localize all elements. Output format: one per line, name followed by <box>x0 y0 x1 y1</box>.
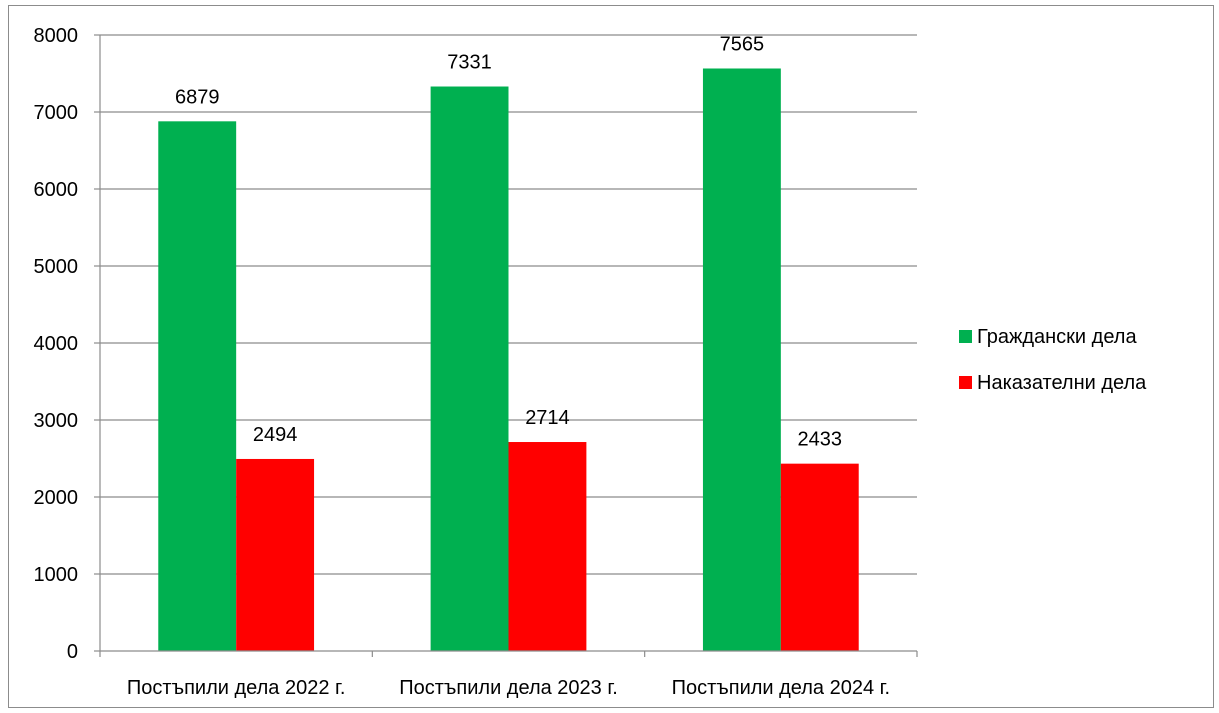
data-label: 7565 <box>720 33 765 55</box>
data-label: 2714 <box>525 407 570 429</box>
bar <box>236 458 315 651</box>
data-label: 2433 <box>798 429 843 451</box>
data-label: 6879 <box>175 86 220 108</box>
bar <box>508 442 587 651</box>
x-category-label: Постъпили дела 2024 г. <box>672 677 891 699</box>
bars <box>158 68 859 652</box>
labels: 0 1000 2000 3000 4000 5000 6000 7000 8000 6879 733… <box>34 25 891 699</box>
y-tick-label: 7000 <box>34 102 79 124</box>
axes <box>94 34 918 657</box>
bar <box>158 121 237 651</box>
x-category-label: Постъпили дела 2023 г. <box>399 677 618 699</box>
data-label: 7331 <box>447 52 492 74</box>
bar <box>702 68 781 652</box>
y-tick-label: 6000 <box>34 179 79 201</box>
legend-swatch <box>959 376 972 389</box>
legend: Граждански дела Наказателни дела <box>959 326 1147 394</box>
y-tick-label: 0 <box>67 641 78 663</box>
legend-label: Граждански дела <box>977 326 1137 348</box>
y-tick-label: 4000 <box>34 333 79 355</box>
y-tick-label: 1000 <box>34 564 79 586</box>
bar <box>780 463 859 651</box>
y-tick-label: 2000 <box>34 487 79 509</box>
legend-swatch <box>959 330 972 343</box>
legend-label: Наказателни дела <box>977 372 1147 394</box>
y-tick-label: 8000 <box>34 25 79 47</box>
x-category-label: Постъпили дела 2022 г. <box>127 677 346 699</box>
y-tick-label: 3000 <box>34 410 79 432</box>
data-label: 2494 <box>253 424 298 446</box>
y-tick-label: 5000 <box>34 256 79 278</box>
bar <box>430 86 509 651</box>
